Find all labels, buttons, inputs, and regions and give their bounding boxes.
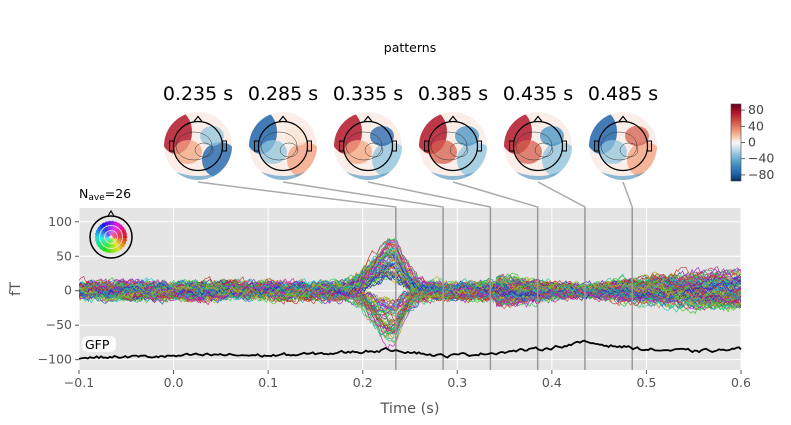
- topomap-time-label: 0.435 s: [503, 83, 573, 105]
- time-connector: [452, 181, 539, 208]
- y-tick-label: 100: [48, 214, 72, 229]
- y-axis-label: fT: [8, 282, 24, 296]
- time-marker-lines: [395, 208, 633, 370]
- topomap: [164, 112, 232, 180]
- x-tick-label: 0.0: [164, 375, 184, 390]
- y-tick-label: 50: [56, 248, 72, 263]
- topomap-time-label: 0.485 s: [588, 83, 658, 105]
- legend-sensor-dot: [117, 232, 123, 238]
- colorbar-tick-label: 80: [748, 102, 764, 117]
- colorbar-tick-label: 0: [748, 135, 756, 150]
- x-axis: −0.1 0.0 0.1 0.2 0.3 0.4 0.5 0.6: [64, 370, 751, 390]
- gfp-label-box: GFP: [82, 336, 116, 352]
- channel-traces: [79, 236, 741, 350]
- x-tick-label: 0.6: [731, 375, 751, 390]
- topomap: [504, 112, 572, 180]
- y-axis: 100 50 0 −50 −100: [38, 214, 79, 367]
- channel-trace: [79, 259, 741, 305]
- channel-trace: [79, 278, 741, 327]
- legend-sensor-dot: [122, 231, 127, 237]
- channel-trace: [79, 277, 741, 336]
- time-connector: [622, 181, 633, 208]
- time-connectors: [197, 181, 633, 208]
- nave-label: Nave=26: [79, 186, 131, 203]
- channel-trace: [79, 262, 741, 308]
- channel-trace: [79, 274, 741, 343]
- topomap-time-label: 0.385 s: [418, 83, 488, 105]
- colorbar-tick-label: −80: [748, 167, 774, 182]
- time-connector: [367, 181, 492, 208]
- colorbar-gradient: [730, 103, 742, 182]
- sensor-legend: [89, 209, 133, 259]
- x-tick-label: −0.1: [64, 375, 94, 390]
- topomap: [589, 112, 657, 180]
- x-tick-label: 0.5: [636, 375, 656, 390]
- topomap-row: 0.235 s 0.285 s 0.335 s 0.385 s 0.435 s 0.485…: [163, 83, 658, 180]
- figure-title: patterns: [384, 40, 436, 55]
- channel-trace: [79, 238, 741, 308]
- time-connector: [282, 181, 444, 208]
- time-connector: [197, 181, 397, 208]
- x-tick-label: 0.3: [447, 375, 467, 390]
- channel-trace: [79, 249, 741, 311]
- topomap: [334, 112, 402, 180]
- topomap-time-label: 0.235 s: [163, 83, 233, 105]
- y-tick-label: −100: [38, 352, 72, 367]
- topomap: [249, 112, 317, 180]
- x-tick-label: 0.2: [353, 375, 373, 390]
- x-tick-label: 0.1: [258, 375, 278, 390]
- topomap-time-label: 0.335 s: [333, 83, 403, 105]
- gfp-label: GFP: [85, 337, 110, 352]
- gfp-trace: [78, 339, 742, 360]
- x-tick-label: 0.4: [542, 375, 562, 390]
- colorbar-tick-label: 40: [748, 118, 764, 133]
- colorbar-tick-label: −40: [748, 151, 774, 166]
- x-axis-label: Time (s): [380, 401, 440, 417]
- time-connector: [537, 181, 586, 208]
- topomap-time-label: 0.285 s: [248, 83, 318, 105]
- legend-sensor-dot: [112, 233, 118, 239]
- y-tick-label: −50: [46, 317, 72, 332]
- topomap: [419, 112, 487, 180]
- y-tick-label: 0: [64, 283, 72, 298]
